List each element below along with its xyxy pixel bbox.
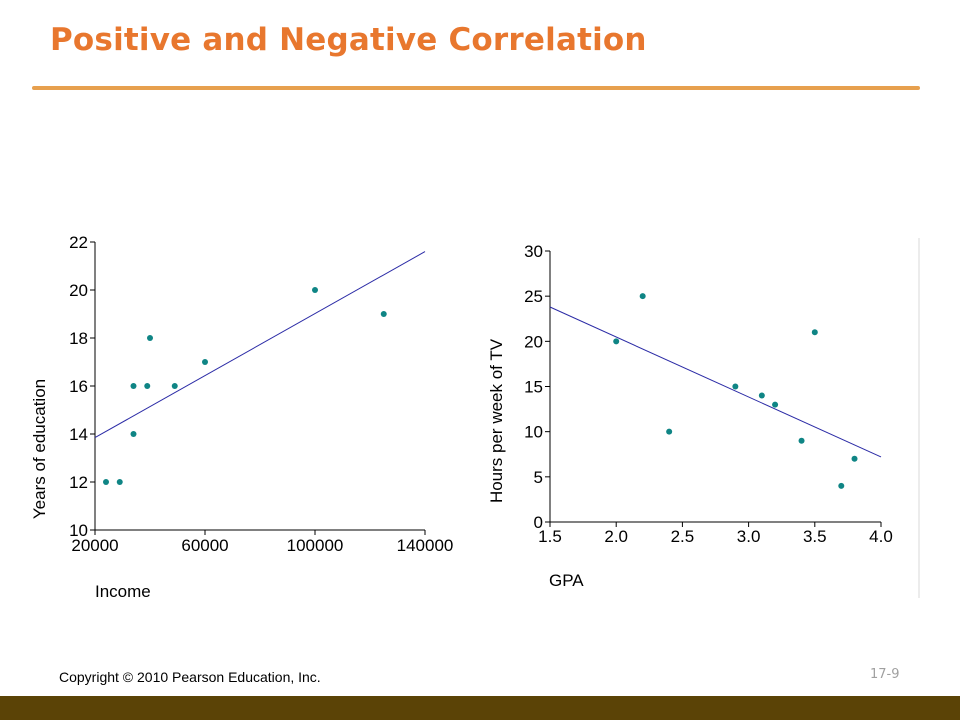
data-point: [147, 335, 153, 341]
income-education-scatter: 10 12 14 16 18 20 22 20000 60000 100000 140000 Inco…: [30, 233, 453, 601]
data-point: [202, 359, 208, 365]
x-tick-label: 60000: [181, 536, 228, 555]
y-tick-label: 16: [69, 377, 88, 396]
data-point: [103, 479, 109, 485]
data-point: [758, 392, 765, 399]
data-point: [811, 329, 818, 336]
x-tick-label: 4.0: [869, 527, 893, 546]
data-point: [116, 479, 123, 485]
x-tick-label: 3.0: [737, 527, 761, 546]
y-tick-label: 10: [524, 423, 543, 442]
income-axis-label: Income: [95, 582, 151, 601]
data-point: [171, 383, 178, 389]
y-tick-label: 22: [69, 233, 88, 252]
data-point: [130, 383, 137, 389]
y-tick-label: 20: [69, 281, 88, 300]
y-tick-label: 12: [69, 473, 88, 492]
hours-tv-axis-label: Hours per week of TV: [487, 338, 506, 503]
data-point: [798, 437, 805, 444]
data-point: [130, 431, 137, 437]
data-point: [851, 455, 858, 462]
data-point: [380, 311, 387, 317]
y-tick-label: 5: [534, 468, 543, 487]
data-point: [312, 287, 318, 293]
x-tick-label: 3.5: [803, 527, 827, 546]
gpa-tv-scatter: 0 5 10 15 20 25 30 1.5 2.0 2.5 3.0 3.5 4.0 GPA Hours p…: [487, 242, 893, 590]
x-tick-label: 100000: [287, 536, 344, 555]
title-divider: [32, 86, 920, 90]
years-education-axis-label: Years of education: [30, 379, 49, 519]
data-point: [732, 383, 739, 390]
negative-trend-line: [549, 306, 882, 458]
data-point: [838, 482, 845, 489]
y-tick-label: 20: [524, 332, 543, 351]
footer-bar: [0, 696, 960, 720]
page-number: 17-9: [870, 667, 900, 682]
data-point: [772, 401, 779, 408]
y-tick-label: 15: [524, 378, 543, 397]
y-tick-label: 30: [524, 242, 543, 261]
copyright-notice: Copyright © 2010 Pearson Education, Inc.: [59, 669, 321, 685]
x-tick-label: 20000: [71, 536, 118, 555]
data-point: [613, 338, 620, 345]
y-tick-label: 25: [524, 287, 543, 306]
y-tick-label: 0: [534, 513, 543, 532]
x-tick-label: 2.0: [604, 527, 628, 546]
y-tick-label: 18: [69, 329, 88, 348]
y-tick-label: 10: [69, 521, 88, 540]
x-tick-label: 1.5: [538, 527, 562, 546]
data-point: [639, 293, 646, 300]
x-tick-label: 140000: [397, 536, 454, 555]
x-tick-label: 2.5: [671, 527, 695, 546]
data-point: [144, 383, 151, 389]
gpa-axis-label: GPA: [549, 571, 584, 590]
data-point: [666, 428, 673, 435]
slide-title: Positive and Negative Correlation: [50, 22, 647, 58]
positive-trend-line: [94, 251, 426, 439]
y-tick-label: 14: [69, 425, 88, 444]
